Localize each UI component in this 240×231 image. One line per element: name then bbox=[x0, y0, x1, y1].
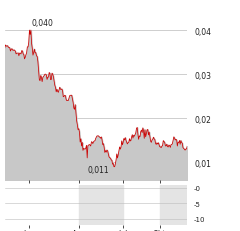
Bar bbox=[160, 185, 187, 225]
Text: 0,040: 0,040 bbox=[32, 18, 54, 27]
Text: 0,011: 0,011 bbox=[88, 165, 109, 174]
Bar bbox=[79, 185, 123, 225]
